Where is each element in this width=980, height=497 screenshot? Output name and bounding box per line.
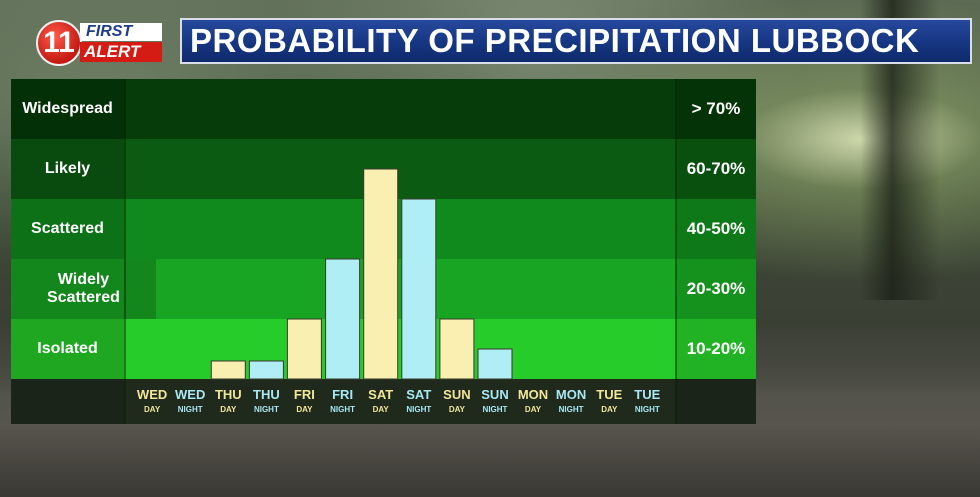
x-tick-period: DAY — [373, 405, 390, 414]
x-tick-day: WED — [175, 387, 205, 402]
bar-sun-night — [477, 348, 513, 380]
x-tick-period: NIGHT — [483, 405, 508, 414]
chart-title: PROBABILITY OF PRECIPITATION LUBBOCK — [180, 18, 972, 64]
bar-fri-night — [325, 258, 361, 380]
logo-alert-text: ALERT — [80, 42, 162, 62]
x-tick-day: SUN — [481, 387, 508, 402]
band-label: Isolated — [11, 319, 124, 379]
x-tick-period: DAY — [296, 405, 313, 414]
x-tick-period: NIGHT — [559, 405, 584, 414]
band-label: Widespread — [11, 79, 124, 139]
x-tick-day: THU — [253, 387, 280, 402]
x-tick-day: MON — [518, 387, 548, 402]
x-tick-day: SAT — [406, 387, 431, 402]
x-tick-period: DAY — [449, 405, 466, 414]
x-tick-day: MON — [556, 387, 586, 402]
x-tick-day: TUE — [634, 387, 660, 402]
bar-thu-day — [210, 360, 246, 380]
x-tick-period: NIGHT — [635, 405, 660, 414]
x-tick-day: FRI — [294, 387, 315, 402]
x-tick-day: WED — [137, 387, 167, 402]
x-tick-day: SAT — [368, 387, 393, 402]
band-label: Widely Scattered — [11, 259, 156, 319]
x-tick-period: NIGHT — [254, 405, 279, 414]
x-tick-period: DAY — [525, 405, 542, 414]
x-tick-period: NIGHT — [178, 405, 203, 414]
range-divider — [675, 79, 677, 424]
band-label: Likely — [11, 139, 124, 199]
band-range: 10-20% — [676, 319, 756, 379]
precip-chart-board: Widespread > 70% Likely 60-70% Scattered 40-5… — [11, 79, 756, 424]
band-widespread: Widespread > 70% — [11, 79, 756, 139]
x-axis-right-corner — [676, 379, 756, 424]
x-axis-strip — [11, 379, 756, 424]
x-tick-period: DAY — [601, 405, 618, 414]
logo-first-text: FIRST — [80, 23, 162, 41]
bar-chart: WED DAY WED NIGHT THU DAY THU NIGHT FRI DAY FRI NIG… — [137, 168, 661, 414]
bar-thu-night — [248, 360, 284, 380]
band-range: 40-50% — [676, 199, 756, 259]
bar-fri-day — [286, 318, 322, 380]
x-tick-period: NIGHT — [406, 405, 431, 414]
x-tick-day: FRI — [332, 387, 353, 402]
channel-number-badge: 11 — [36, 20, 82, 66]
band-label: Scattered — [11, 199, 124, 259]
bar-sun-day — [439, 318, 475, 380]
band-range: > 70% — [676, 79, 756, 139]
x-tick-day: THU — [215, 387, 242, 402]
bar-sat-night — [401, 198, 437, 380]
x-tick-period: DAY — [220, 405, 237, 414]
x-tick-period: DAY — [144, 405, 161, 414]
x-tick-period: NIGHT — [330, 405, 355, 414]
bar-sat-day — [363, 168, 399, 380]
x-axis-left-corner — [11, 379, 124, 424]
band-range: 60-70% — [676, 139, 756, 199]
band-range: 20-30% — [676, 259, 756, 319]
first-alert-logo: 11 FIRST ALERT — [36, 18, 166, 68]
x-tick-day: TUE — [596, 387, 622, 402]
x-tick-day: SUN — [443, 387, 470, 402]
label-divider — [124, 79, 126, 424]
